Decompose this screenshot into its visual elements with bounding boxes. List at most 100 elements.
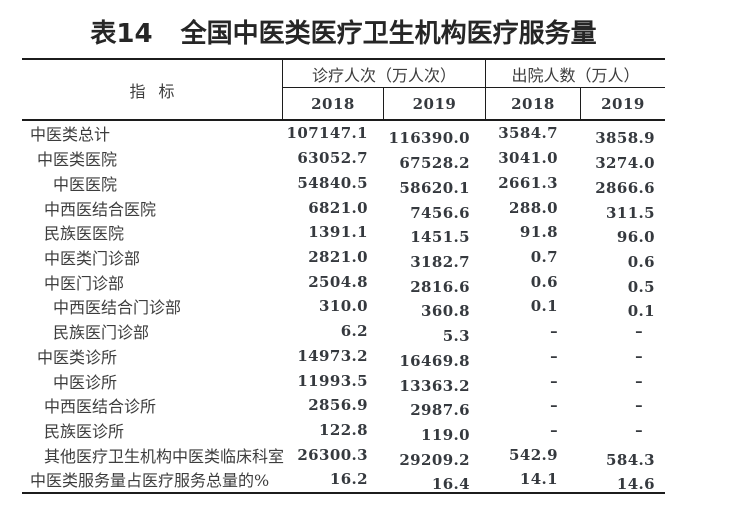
- value-cell: –: [635, 371, 643, 390]
- value-cell: 13363.2: [399, 376, 470, 395]
- row-label: 中医类总计: [30, 125, 111, 145]
- value-cell: 1451.5: [410, 228, 470, 247]
- value-cell: 3041.0: [498, 149, 558, 168]
- table-row: 民族医门诊部 6.2 5.3 – –: [22, 319, 665, 346]
- value-cell: 2504.8: [308, 272, 368, 291]
- table-row: 其他医疗卫生机构中医类临床科室 26300.3 29209.2 542.9 584.3: [22, 442, 665, 469]
- value-cell: 54840.5: [297, 173, 368, 192]
- value-cell: 91.8: [519, 223, 558, 242]
- value-cell: 63052.7: [297, 149, 368, 168]
- value-cell: 16.2: [329, 470, 368, 489]
- value-cell: 14973.2: [297, 346, 368, 365]
- value-cell: 542.9: [509, 445, 558, 464]
- value-cell: 2987.6: [410, 401, 470, 420]
- row-label: 民族医诊所: [44, 421, 125, 441]
- table-body: 中医类总计 107147.1 116390.0 3584.7 3858.9 中医类医院 63…: [22, 121, 665, 494]
- value-cell: –: [635, 322, 643, 341]
- row-label: 中医诊所: [53, 372, 118, 392]
- value-cell: –: [635, 346, 643, 365]
- value-cell: 3182.7: [410, 252, 470, 271]
- row-label: 中西医结合诊所: [44, 397, 157, 417]
- value-cell: 6821.0: [308, 198, 368, 217]
- header-indicator-cell: 指 标: [22, 60, 283, 119]
- table-row: 民族医医院 1391.1 1451.5 91.8 96.0: [22, 220, 665, 247]
- value-cell: 0.1: [627, 302, 655, 321]
- row-label: 中西医结合医院: [44, 199, 157, 219]
- row-label: 其他医疗卫生机构中医类临床科室: [44, 446, 285, 466]
- value-cell: 310.0: [319, 297, 368, 316]
- row-label: 中医门诊部: [44, 273, 125, 293]
- table-row: 中西医结合诊所 2856.9 2987.6 – –: [22, 393, 665, 420]
- value-cell: 0.6: [530, 272, 558, 291]
- header-group-discharges-label: 出院人数（万人）: [486, 60, 665, 88]
- header-group-visits-label: 诊疗人次（万人次）: [283, 60, 485, 88]
- value-cell: 26300.3: [297, 445, 368, 464]
- row-label: 中医类门诊部: [44, 248, 141, 268]
- value-cell: 2821.0: [308, 247, 368, 266]
- value-cell: 2866.6: [595, 178, 655, 197]
- table-row: 中医医院 54840.5 58620.1 2661.3 2866.6: [22, 170, 665, 197]
- statistics-table: 指 标 诊疗人次（万人次） 2018 2019 出院人数（万人） 2018 20…: [22, 58, 665, 494]
- table-row: 中医类诊所 14973.2 16469.8 – –: [22, 343, 665, 370]
- row-label: 中医医院: [53, 174, 118, 194]
- table-row: 中医类服务量占医疗服务总量的% 16.2 16.4 14.1 14.6: [22, 467, 665, 494]
- table-header: 指 标 诊疗人次（万人次） 2018 2019 出院人数（万人） 2018 20…: [22, 58, 665, 121]
- value-cell: 0.7: [530, 247, 558, 266]
- header-group-visits: 诊疗人次（万人次） 2018 2019: [283, 60, 486, 119]
- value-cell: 14.1: [519, 470, 558, 489]
- value-cell: 2661.3: [498, 173, 558, 192]
- document-page: 表14 全国中医类医疗卫生机构医疗服务量 指 标 诊疗人次（万人次） 2018 2…: [22, 0, 665, 494]
- value-cell: 122.8: [319, 420, 368, 439]
- value-cell: –: [550, 322, 558, 341]
- table-title: 表14 全国中医类医疗卫生机构医疗服务量: [22, 20, 665, 48]
- table-row: 中西医结合医院 6821.0 7456.6 288.0 311.5: [22, 195, 665, 222]
- value-cell: –: [550, 420, 558, 439]
- header-years-visits: 2018 2019: [283, 88, 485, 119]
- value-cell: –: [635, 396, 643, 415]
- table-row: 民族医诊所 122.8 119.0 – –: [22, 418, 665, 444]
- value-cell: 2856.9: [308, 396, 368, 415]
- value-cell: –: [550, 346, 558, 365]
- value-cell: 58620.1: [399, 178, 470, 197]
- value-cell: 0.5: [627, 277, 655, 296]
- value-cell: 116390.0: [388, 129, 470, 148]
- row-label: 中医类医院: [37, 150, 118, 170]
- value-cell: 3584.7: [498, 124, 558, 143]
- value-cell: 1391.1: [308, 223, 368, 242]
- header-year-discharges-2019: 2019: [601, 94, 645, 113]
- row-label: 中西医结合门诊部: [53, 298, 182, 318]
- value-cell: 311.5: [606, 203, 655, 222]
- row-label: 中医类服务量占医疗服务总量的%: [30, 471, 270, 491]
- table-row: 中医类门诊部 2821.0 3182.7 0.7 0.6: [22, 245, 665, 271]
- value-cell: 6.2: [340, 322, 368, 341]
- value-cell: 0.1: [530, 297, 558, 316]
- value-cell: 29209.2: [399, 450, 470, 469]
- row-label: 中医类诊所: [37, 347, 118, 367]
- value-cell: 14.6: [616, 475, 655, 494]
- value-cell: –: [550, 371, 558, 390]
- value-cell: 11993.5: [297, 371, 368, 390]
- table-title-text: 全国中医类医疗卫生机构医疗服务量: [180, 19, 597, 49]
- header-group-discharges: 出院人数（万人） 2018 2019: [486, 60, 665, 119]
- value-cell: 96.0: [616, 228, 655, 247]
- value-cell: 288.0: [509, 198, 558, 217]
- table-row: 中医类总计 107147.1 116390.0 3584.7 3858.9: [22, 121, 665, 148]
- value-cell: 360.8: [421, 302, 470, 321]
- value-cell: 0.6: [627, 252, 655, 271]
- row-label: 民族医医院: [44, 224, 125, 244]
- header-years-discharges: 2018 2019: [486, 88, 665, 119]
- value-cell: 16469.8: [399, 351, 470, 370]
- value-cell: 67528.2: [399, 154, 470, 173]
- table-row: 中医诊所 11993.5 13363.2 – –: [22, 368, 665, 395]
- table-number: 表14: [90, 19, 153, 49]
- value-cell: 3858.9: [595, 129, 655, 148]
- row-label: 民族医门诊部: [53, 323, 150, 343]
- value-cell: 119.0: [421, 425, 470, 444]
- header-year-discharges-2018: 2018: [486, 88, 581, 119]
- table-row: 中医门诊部 2504.8 2816.6 0.6 0.5: [22, 269, 665, 296]
- table-row: 中西医结合门诊部 310.0 360.8 0.1 0.1: [22, 294, 665, 321]
- value-cell: 5.3: [442, 327, 470, 346]
- value-cell: 107147.1: [286, 124, 368, 143]
- value-cell: 16.4: [431, 475, 470, 494]
- value-cell: 7456.6: [410, 203, 470, 222]
